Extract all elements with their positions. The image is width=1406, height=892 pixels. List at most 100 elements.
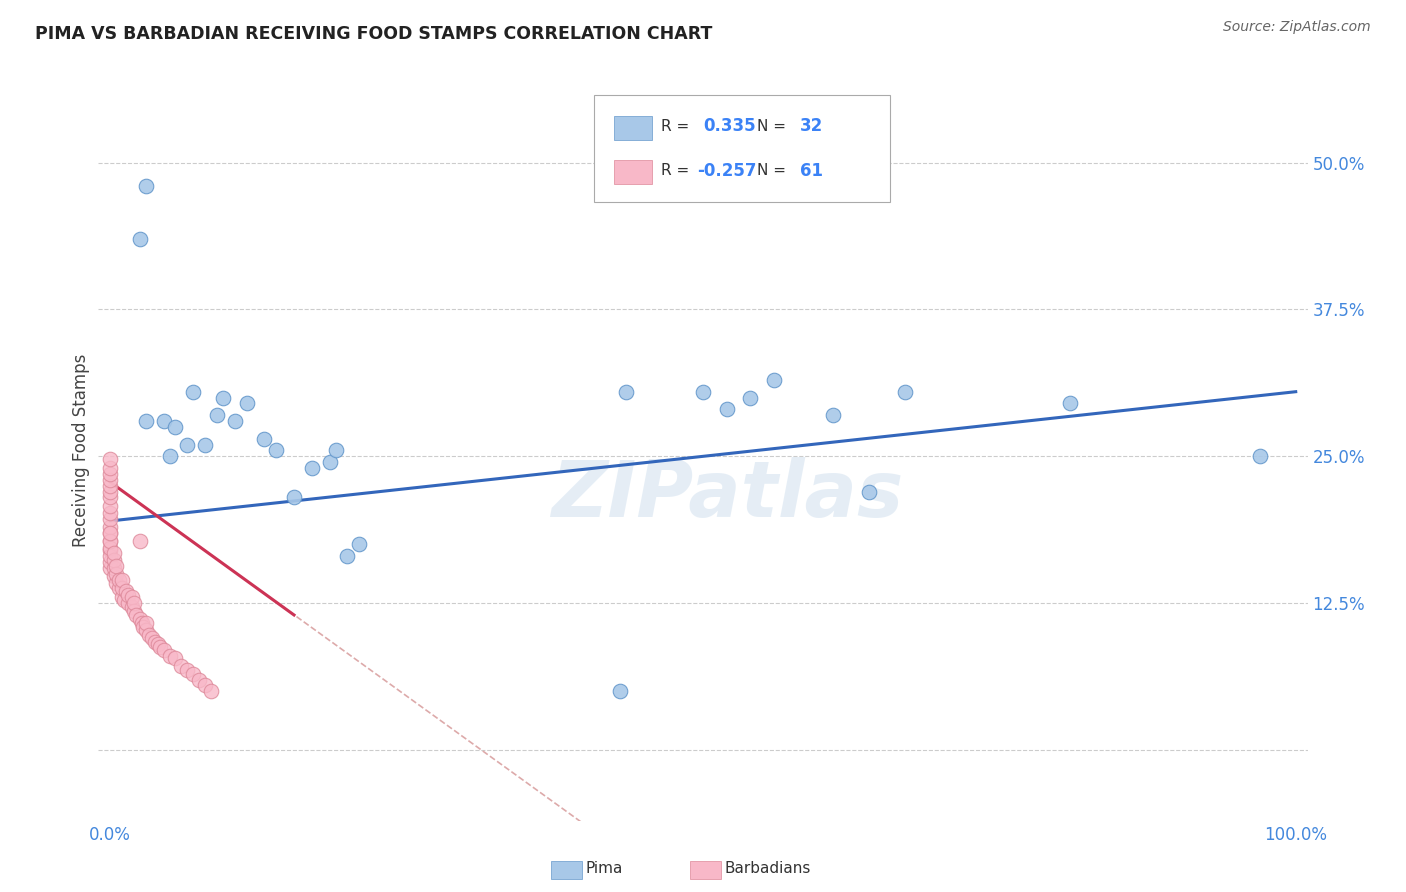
- Point: [98, 484, 121, 499]
- Point: [614, 384, 637, 399]
- Point: [165, 420, 187, 434]
- Point: [131, 616, 153, 631]
- Point: [212, 391, 235, 405]
- Point: [347, 537, 370, 551]
- Point: [135, 616, 157, 631]
- Point: [146, 637, 169, 651]
- Point: [176, 663, 198, 677]
- Text: 61: 61: [800, 161, 823, 179]
- FancyBboxPatch shape: [613, 116, 652, 139]
- Text: PIMA VS BARBADIAN RECEIVING FOOD STAMPS CORRELATION CHART: PIMA VS BARBADIAN RECEIVING FOOD STAMPS …: [35, 25, 713, 43]
- Text: Source: ZipAtlas.com: Source: ZipAtlas.com: [1223, 20, 1371, 34]
- Text: ZIPatlas: ZIPatlas: [551, 457, 903, 533]
- Point: [194, 437, 217, 451]
- Point: [98, 473, 121, 487]
- Point: [1249, 450, 1271, 464]
- Point: [121, 591, 143, 605]
- Point: [149, 640, 172, 654]
- Point: [111, 591, 134, 605]
- Point: [194, 678, 217, 692]
- Point: [609, 684, 631, 698]
- Point: [325, 443, 347, 458]
- Point: [122, 596, 145, 610]
- Point: [98, 525, 121, 540]
- Text: N =: N =: [758, 119, 792, 134]
- Point: [318, 455, 340, 469]
- Point: [283, 491, 305, 505]
- Point: [823, 408, 845, 422]
- Point: [111, 581, 134, 595]
- Point: [98, 555, 121, 569]
- Point: [114, 592, 136, 607]
- Text: Pima: Pima: [586, 862, 623, 876]
- FancyBboxPatch shape: [613, 161, 652, 184]
- Point: [98, 543, 121, 558]
- Point: [132, 620, 155, 634]
- Point: [336, 549, 359, 564]
- Point: [98, 533, 121, 548]
- Point: [235, 396, 257, 410]
- Point: [165, 651, 187, 665]
- Text: R =: R =: [661, 119, 693, 134]
- Point: [301, 461, 323, 475]
- Point: [176, 437, 198, 451]
- Point: [98, 561, 121, 575]
- Point: [125, 607, 148, 622]
- Point: [98, 479, 121, 493]
- Point: [205, 408, 228, 422]
- Point: [98, 520, 121, 534]
- FancyBboxPatch shape: [595, 95, 890, 202]
- Point: [763, 373, 786, 387]
- Point: [264, 443, 287, 458]
- Point: [111, 573, 134, 587]
- Point: [181, 666, 204, 681]
- Point: [107, 581, 129, 595]
- Point: [159, 450, 181, 464]
- Point: [152, 414, 174, 428]
- Point: [98, 451, 121, 466]
- Point: [98, 533, 121, 548]
- Point: [98, 506, 121, 520]
- Point: [716, 402, 738, 417]
- Text: Barbadians: Barbadians: [724, 862, 811, 876]
- Point: [152, 643, 174, 657]
- Point: [129, 611, 152, 625]
- Text: 0.335: 0.335: [703, 117, 755, 136]
- Point: [692, 384, 714, 399]
- Point: [224, 414, 246, 428]
- Point: [893, 384, 915, 399]
- Point: [200, 684, 222, 698]
- Point: [117, 588, 139, 602]
- Text: R =: R =: [661, 163, 693, 178]
- Point: [103, 561, 125, 575]
- Point: [103, 553, 125, 567]
- Y-axis label: Receiving Food Stamps: Receiving Food Stamps: [72, 354, 90, 547]
- Point: [98, 549, 121, 564]
- Point: [181, 384, 204, 399]
- Point: [159, 649, 181, 664]
- Point: [122, 604, 145, 618]
- Point: [98, 499, 121, 513]
- Point: [188, 673, 211, 687]
- Point: [98, 541, 121, 555]
- Point: [103, 546, 125, 560]
- Point: [98, 467, 121, 481]
- Point: [107, 573, 129, 587]
- Point: [98, 511, 121, 525]
- Point: [98, 461, 121, 475]
- Point: [129, 533, 152, 548]
- Point: [114, 584, 136, 599]
- Text: 32: 32: [800, 117, 823, 136]
- Point: [143, 635, 166, 649]
- Point: [98, 525, 121, 540]
- Point: [135, 624, 157, 638]
- Point: [117, 596, 139, 610]
- Point: [121, 599, 143, 614]
- FancyBboxPatch shape: [690, 862, 721, 880]
- Point: [105, 576, 128, 591]
- Point: [740, 391, 762, 405]
- Point: [141, 632, 163, 646]
- Text: -0.257: -0.257: [697, 161, 756, 179]
- Point: [105, 566, 128, 581]
- Point: [253, 432, 276, 446]
